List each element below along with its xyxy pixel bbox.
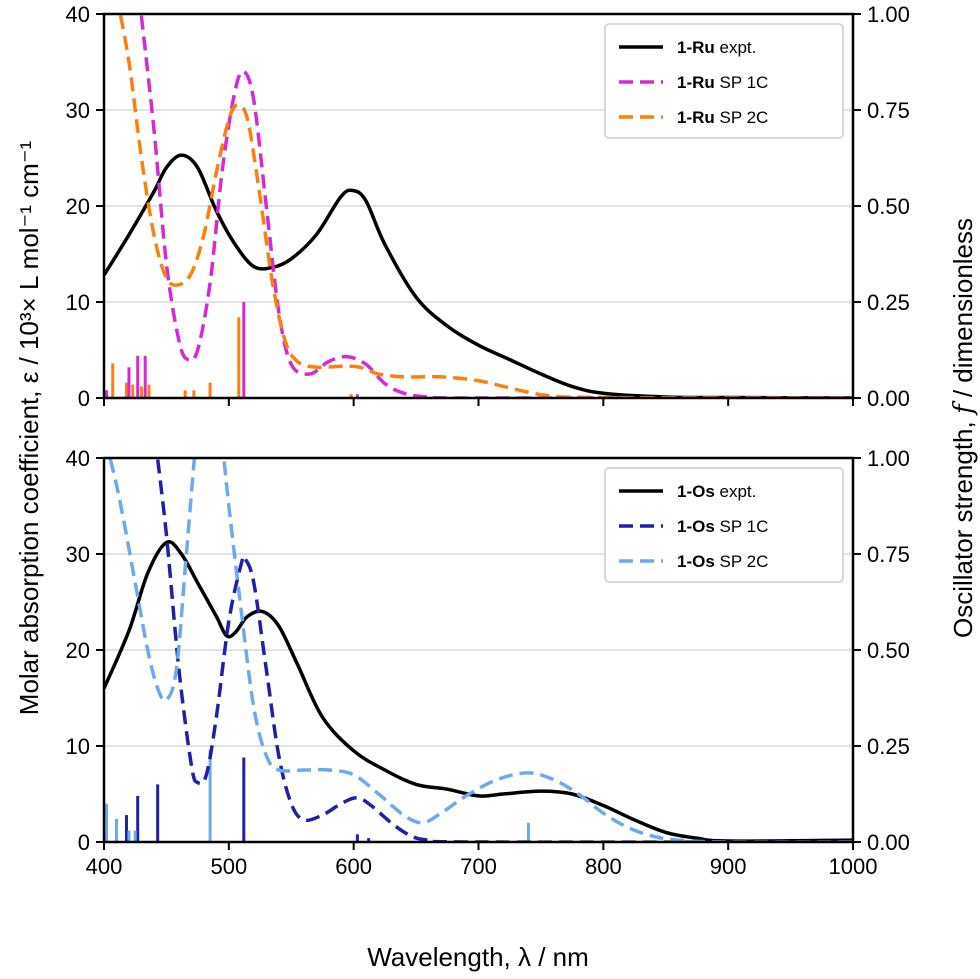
y2-tick-label: 0.25 [867, 734, 910, 759]
legend-box [604, 467, 844, 583]
y-tick-label: 0 [78, 386, 90, 411]
legend-box [604, 23, 844, 139]
panel-bottom: 0 0.00 10 0.25 20 0.50 30 0.75 40 1.00 400 500 600 70… [66, 446, 910, 879]
y-tick-label: 0 [78, 830, 90, 855]
legend: 1-Os expt. 1-Os SP 1C 1-Os SP 2C [604, 467, 844, 583]
y2-axis-label: Oscillator strength, f / dimensionless [948, 218, 979, 638]
y-tick-label: 40 [66, 446, 90, 471]
y2-tick-label: 1.00 [867, 2, 910, 27]
x-tick-label: 600 [335, 854, 372, 879]
series-bottom-0 [104, 540, 853, 842]
plot-frame [102, 456, 855, 844]
y2-tick-label: 0.00 [867, 830, 910, 855]
y-tick-label: 20 [66, 638, 90, 663]
y2-tick-label: 0.50 [867, 194, 910, 219]
legend: 1-Ru expt. 1-Ru SP 1C 1-Ru SP 2C [604, 23, 844, 139]
legend-entry: 1-Os SP 1C [677, 517, 768, 536]
x-axis-label: Wavelength, λ / nm [367, 942, 589, 972]
series-top-1 [139, 14, 853, 398]
x-tick-label: 900 [710, 854, 747, 879]
y2-tick-label: 0.75 [867, 542, 910, 567]
x-tick-label: 400 [86, 854, 123, 879]
legend-entry: 1-Os SP 2C [677, 552, 768, 571]
series-bottom-2 [108, 458, 853, 842]
legend-entry: 1-Ru SP 1C [677, 73, 768, 92]
series-top-0 [104, 153, 853, 398]
y-tick-label: 10 [66, 734, 90, 759]
y2-tick-label: 0.50 [867, 638, 910, 663]
y2-tick-label: 0.00 [867, 386, 910, 411]
x-tick-label: 800 [585, 854, 622, 879]
y-tick-label: 40 [66, 2, 90, 27]
y-tick-label: 10 [66, 290, 90, 315]
y2-tick-label: 0.75 [867, 98, 910, 123]
series-top-2 [118, 14, 853, 398]
x-tick-label: 700 [460, 854, 497, 879]
legend-entry: 1-Ru expt. [677, 38, 756, 57]
legend-entry: 1-Ru SP 2C [677, 108, 768, 127]
series-bottom-1 [155, 458, 853, 842]
legend-entry: 1-Os expt. [677, 482, 756, 501]
y2-tick-label: 1.00 [867, 446, 910, 471]
plot-frame [102, 12, 855, 400]
x-tick-label: 500 [210, 854, 247, 879]
y-tick-label: 30 [66, 542, 90, 567]
x-tick-label: 1000 [829, 854, 878, 879]
y-tick-label: 20 [66, 194, 90, 219]
y-axis-label: Molar absorption coefficient, ε / 10³× L… [14, 140, 44, 715]
y2-tick-label: 0.25 [867, 290, 910, 315]
y-tick-label: 30 [66, 98, 90, 123]
